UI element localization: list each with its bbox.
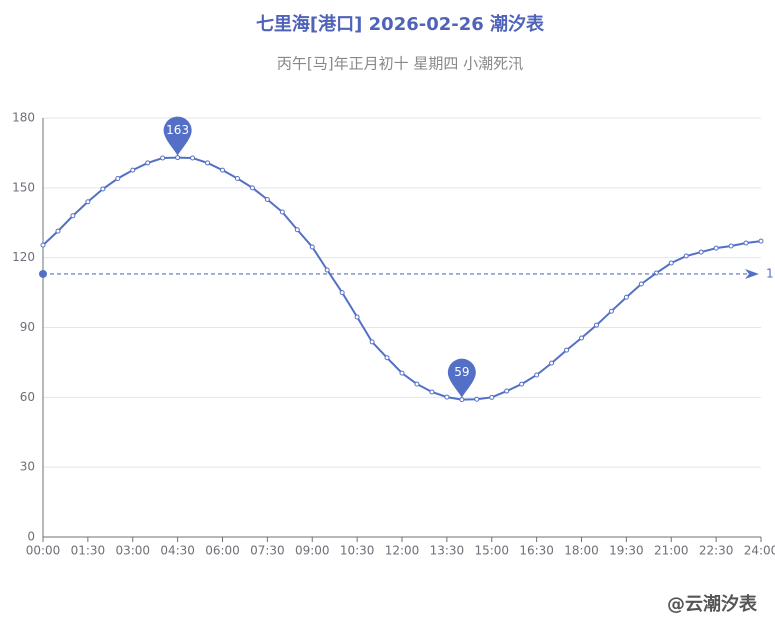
data-point <box>339 290 345 296</box>
data-point <box>115 176 121 182</box>
x-tick-label: 12:00 <box>385 544 420 558</box>
y-tick-label: 60 <box>20 390 35 404</box>
data-point <box>534 372 540 378</box>
data-point <box>249 185 255 191</box>
watermark: @云潮汐表 <box>667 593 758 615</box>
data-point <box>70 213 76 219</box>
pin <box>447 358 476 398</box>
data-point <box>279 209 285 215</box>
pin-label: 163 <box>166 123 189 137</box>
data-point <box>205 160 211 166</box>
x-tick-label: 07:30 <box>250 544 285 558</box>
x-tick-label: 13:30 <box>430 544 465 558</box>
data-point <box>220 167 225 173</box>
data-point <box>309 244 315 250</box>
data-point <box>264 196 270 202</box>
data-point <box>399 370 405 376</box>
data-point <box>354 314 360 320</box>
data-point <box>100 186 106 192</box>
data-point <box>683 253 689 259</box>
mark-line-arrow <box>745 268 759 279</box>
y-tick-label: 90 <box>20 320 35 334</box>
data-point <box>414 381 420 387</box>
x-tick-label: 16:30 <box>519 544 554 558</box>
pin <box>163 116 192 156</box>
tide-line <box>42 156 762 401</box>
data-point <box>638 281 644 287</box>
data-point <box>294 227 300 233</box>
data-point <box>758 238 764 244</box>
chart-title: 七里海[港口] 2026-02-26 潮汐表 <box>256 13 545 35</box>
data-point <box>593 322 599 328</box>
data-point <box>234 176 240 182</box>
data-point <box>55 228 61 234</box>
y-tick-label: 150 <box>12 180 35 194</box>
x-tick-label: 01:30 <box>71 544 106 558</box>
data-point <box>623 294 629 300</box>
x-tick-label: 03:00 <box>115 544 150 558</box>
data-point <box>369 339 375 345</box>
mark-line-start <box>39 269 47 278</box>
data-point <box>743 240 749 246</box>
data-point <box>549 360 555 366</box>
x-tick-label: 21:00 <box>654 544 689 558</box>
y-tick-label: 0 <box>27 530 35 544</box>
data-point <box>579 335 584 341</box>
chart-subtitle: 丙午[马]年正月初十 星期四 小潮死汛 <box>277 55 523 73</box>
x-tick-label: 00:00 <box>26 544 61 558</box>
data-point <box>474 396 480 402</box>
x-tick-label: 19:30 <box>609 544 644 558</box>
x-tick-label: 22:30 <box>699 544 734 558</box>
data-point <box>40 242 46 248</box>
x-tick-label: 10:30 <box>340 544 375 558</box>
data-point <box>324 267 330 273</box>
data-point <box>175 155 181 161</box>
y-tick-label: 180 <box>12 111 35 125</box>
data-point <box>160 155 166 161</box>
x-tick-label: 09:00 <box>295 544 330 558</box>
data-point <box>698 249 704 255</box>
y-tick-label: 120 <box>12 250 35 264</box>
mark-line-label: 113 <box>766 266 775 280</box>
x-tick-label: 04:30 <box>160 544 195 558</box>
x-tick-label: 15:00 <box>474 544 509 558</box>
data-point <box>85 199 91 205</box>
data-point <box>519 381 525 387</box>
data-point <box>444 394 450 400</box>
data-point <box>728 243 734 249</box>
data-point <box>130 167 136 173</box>
x-tick-label: 18:00 <box>564 544 599 558</box>
x-tick-label: 24:00 <box>744 544 775 558</box>
data-point <box>384 355 390 361</box>
data-point <box>608 308 614 314</box>
data-point <box>145 160 151 166</box>
data-point <box>668 260 674 266</box>
data-point <box>429 389 435 395</box>
data-point <box>459 397 465 403</box>
x-tick-label: 06:00 <box>205 544 240 558</box>
data-point <box>489 394 495 400</box>
y-tick-label: 30 <box>20 460 35 474</box>
data-point <box>564 347 570 353</box>
data-point <box>713 245 719 251</box>
data-point <box>190 155 196 161</box>
pin-label: 59 <box>454 365 469 379</box>
data-point <box>504 388 510 394</box>
